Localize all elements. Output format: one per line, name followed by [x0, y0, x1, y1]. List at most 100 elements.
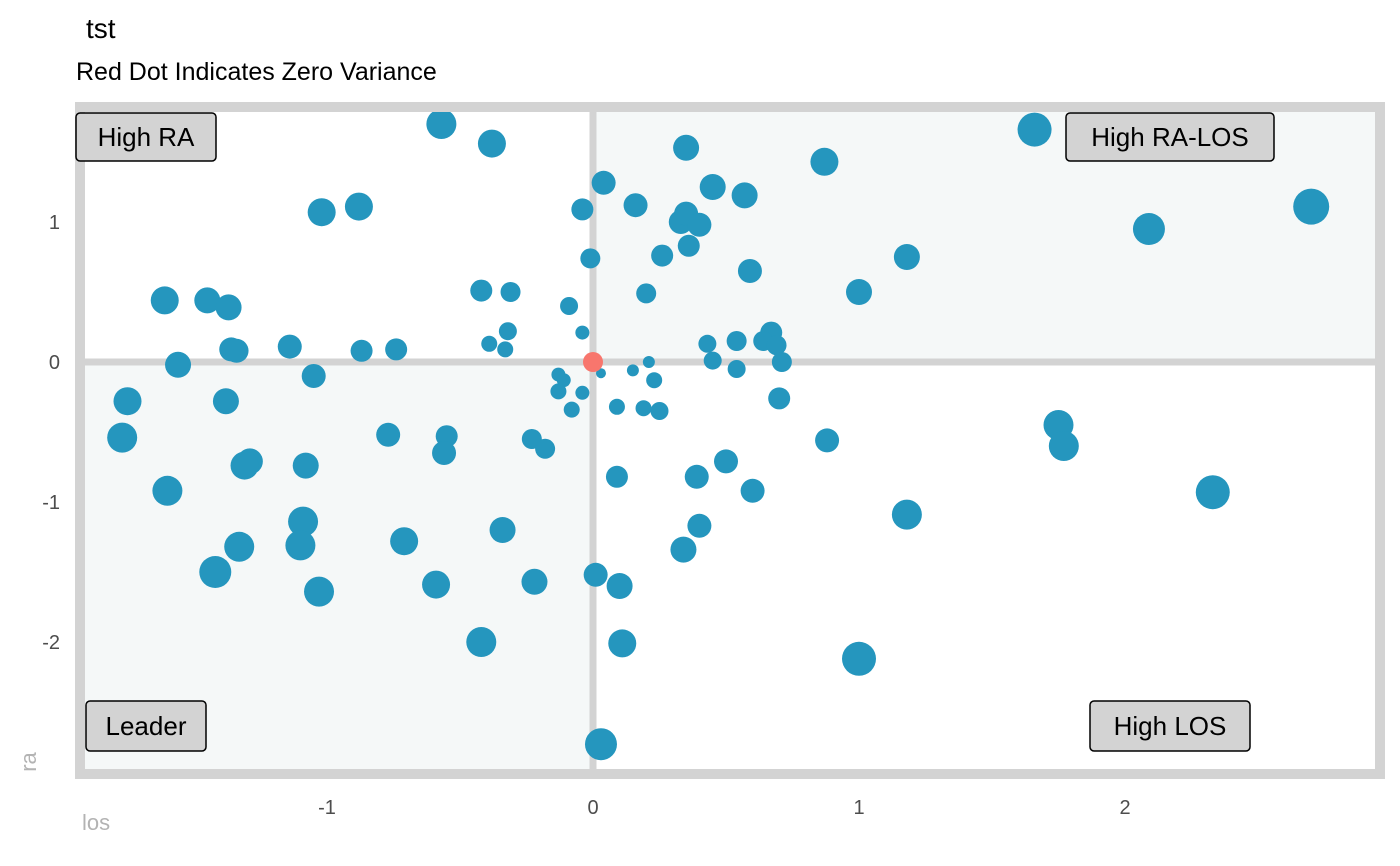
- quadrant-label-leader: Leader: [85, 700, 207, 752]
- data-point: [150, 286, 179, 315]
- data-point: [768, 387, 791, 410]
- data-point: [677, 234, 700, 257]
- quadrant-label-high-ra-los-text: High RA-LOS: [1091, 122, 1249, 152]
- data-point: [1048, 431, 1079, 461]
- data-point: [575, 325, 590, 340]
- y-tick-label: 0: [49, 352, 60, 374]
- quadrant-backgrounds: [80, 107, 1380, 774]
- data-point: [583, 562, 608, 587]
- x-tick-label: 0: [587, 797, 598, 819]
- data-point: [489, 517, 516, 543]
- data-point: [584, 728, 617, 761]
- data-point: [651, 244, 674, 267]
- data-point: [893, 244, 920, 270]
- chart-subtitle: Red Dot Indicates Zero Variance: [76, 58, 437, 86]
- data-point: [731, 182, 758, 209]
- data-point: [426, 109, 457, 139]
- data-point: [304, 576, 335, 607]
- data-point: [466, 627, 497, 657]
- data-point: [1132, 213, 1165, 245]
- quadrant-label-leader-text: Leader: [106, 711, 187, 741]
- quadrant-label-high-los-text: High LOS: [1114, 711, 1227, 741]
- data-point: [432, 441, 457, 465]
- data-point: [385, 338, 408, 361]
- data-point: [285, 530, 316, 561]
- data-point: [642, 356, 655, 368]
- quadrant-label-high-ra: High RA: [75, 112, 217, 162]
- data-point: [698, 334, 717, 353]
- data-point: [670, 536, 697, 563]
- data-point: [606, 573, 633, 599]
- data-point: [673, 134, 700, 161]
- data-point: [199, 556, 232, 588]
- data-point: [727, 360, 746, 378]
- data-point: [626, 364, 639, 377]
- data-point: [521, 568, 548, 595]
- data-point: [500, 282, 521, 302]
- quadrant-label-high-los: High LOS: [1089, 700, 1251, 752]
- x-axis-label: los: [82, 810, 110, 835]
- data-point: [846, 279, 872, 305]
- data-point: [650, 402, 669, 420]
- data-point: [212, 388, 239, 415]
- data-point: [771, 352, 792, 372]
- data-point: [376, 422, 401, 447]
- panel-border-rect: [75, 102, 1385, 779]
- data-point: [591, 170, 616, 195]
- data-point: [307, 198, 336, 227]
- data-point: [646, 372, 663, 389]
- data-point: [737, 259, 762, 283]
- data-point: [194, 287, 221, 314]
- points-layer: [107, 109, 1330, 761]
- zero-lines: [80, 107, 1380, 774]
- data-point: [595, 368, 606, 379]
- data-point: [726, 331, 747, 351]
- data-point: [560, 297, 579, 315]
- data-point: [535, 438, 556, 459]
- y-axis-ticks: -2 -1 0 1: [42, 212, 60, 654]
- data-point: [1017, 112, 1052, 147]
- data-point: [481, 335, 498, 352]
- chart-title: tst: [86, 13, 116, 44]
- data-point: [608, 398, 625, 415]
- data-point: [766, 335, 787, 356]
- data-point: [635, 400, 652, 417]
- data-point: [740, 478, 765, 503]
- data-point: [498, 322, 517, 341]
- data-point: [277, 334, 302, 359]
- data-point: [608, 629, 637, 658]
- data-point: [288, 506, 319, 537]
- data-point: [422, 570, 451, 599]
- data-point: [571, 198, 594, 221]
- data-point: [605, 465, 628, 488]
- data-point: [550, 383, 567, 400]
- data-point: [684, 464, 709, 489]
- data-point: [301, 364, 326, 388]
- data-point: [623, 193, 648, 218]
- data-point: [230, 451, 259, 480]
- data-point: [470, 279, 493, 302]
- data-point: [1293, 188, 1330, 225]
- data-point: [390, 527, 419, 556]
- data-point: [350, 339, 373, 362]
- data-point: [224, 531, 255, 562]
- quadrant-label-high-ra-los: High RA-LOS: [1065, 112, 1275, 162]
- data-point: [1195, 475, 1230, 510]
- panel-border: [75, 102, 1385, 779]
- data-point: [152, 475, 183, 506]
- x-tick-label: 2: [1119, 797, 1130, 819]
- data-point: [703, 351, 722, 370]
- data-point: [292, 452, 319, 479]
- quadrant-label-high-ra-text: High RA: [98, 122, 195, 152]
- y-tick-label: -1: [42, 492, 60, 514]
- data-point: [810, 147, 839, 176]
- y-tick-label: 1: [49, 212, 60, 234]
- data-point: [344, 192, 373, 221]
- data-point: [842, 641, 876, 676]
- x-axis-ticks: -1 0 1 2: [318, 797, 1130, 819]
- y-tick-label: -2: [42, 632, 60, 654]
- data-point: [687, 513, 712, 538]
- data-point: [224, 338, 249, 363]
- data-point: [636, 283, 657, 304]
